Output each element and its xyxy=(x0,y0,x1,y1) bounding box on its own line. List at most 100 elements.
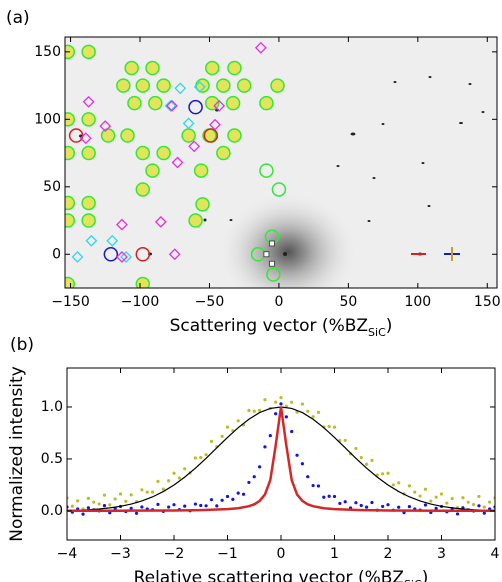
data-point xyxy=(381,472,385,476)
y-axis-label: Normalized intensity xyxy=(7,366,27,542)
peak-marker xyxy=(135,247,151,262)
data-point xyxy=(140,505,144,509)
plot-frame xyxy=(64,36,498,289)
peak-marker xyxy=(188,140,201,153)
peak-marker xyxy=(116,251,128,263)
data-point xyxy=(263,445,267,449)
peak-marker xyxy=(270,78,285,93)
data-point xyxy=(386,503,390,507)
peak-marker xyxy=(145,60,160,76)
x-tick-label: −4 xyxy=(57,546,78,562)
peak-marker xyxy=(81,213,96,228)
data-point xyxy=(343,500,347,504)
data-point xyxy=(215,504,219,508)
peak-marker xyxy=(236,78,252,93)
x-tick-label: −50 xyxy=(195,294,225,310)
x-tick-label: 0 xyxy=(277,546,286,562)
data-point xyxy=(407,505,411,509)
data-point xyxy=(477,494,481,499)
data-point xyxy=(236,419,240,423)
data-point xyxy=(204,504,208,508)
peak-marker xyxy=(145,163,160,178)
data-point xyxy=(193,456,197,460)
peak-marker xyxy=(269,240,275,247)
data-point xyxy=(172,503,176,507)
data-point xyxy=(274,400,278,404)
peak-marker xyxy=(216,145,231,161)
data-point xyxy=(252,475,256,479)
peak-marker xyxy=(135,145,151,161)
peak-marker xyxy=(174,82,187,95)
x-axis-label-part: Relative scattering vector (%BZ xyxy=(134,568,404,582)
x-tick-label: 100 xyxy=(404,294,431,310)
data-point xyxy=(370,500,374,505)
data-point xyxy=(311,415,315,419)
peak-marker xyxy=(188,99,203,115)
data-point xyxy=(429,499,433,503)
peak-marker xyxy=(171,156,184,169)
peak-marker xyxy=(103,247,119,262)
data-point xyxy=(274,412,278,416)
x-tick-label: 4 xyxy=(491,546,500,562)
data-point xyxy=(397,505,401,509)
data-point xyxy=(129,506,133,510)
peak-marker xyxy=(120,251,133,263)
data-point xyxy=(236,491,240,495)
data-point xyxy=(193,502,197,506)
peak-marker xyxy=(182,117,195,130)
data-point xyxy=(284,415,288,419)
peak-marker xyxy=(203,128,219,143)
peak-marker xyxy=(227,128,242,143)
peak-marker xyxy=(65,195,76,211)
data-point xyxy=(306,409,310,413)
data-point xyxy=(418,494,422,498)
peak-marker xyxy=(65,276,76,288)
data-point xyxy=(204,453,208,457)
detector-image xyxy=(65,37,497,288)
y-tick-label: 50 xyxy=(43,179,61,195)
data-point xyxy=(365,505,369,509)
data-point xyxy=(445,501,449,505)
data-point xyxy=(300,402,304,406)
peak-marker xyxy=(168,248,181,261)
data-point xyxy=(102,493,107,497)
peak-marker xyxy=(193,163,209,178)
x-tick-label: 3 xyxy=(437,546,446,562)
x-axis-label-part: ) xyxy=(422,568,429,582)
plot-area xyxy=(67,396,495,516)
plot-frame xyxy=(66,367,496,541)
data-point xyxy=(156,502,160,506)
peak-marker xyxy=(266,267,281,282)
data-point xyxy=(177,476,181,480)
x-tick-label: −150 xyxy=(51,294,89,310)
data-point xyxy=(220,434,224,438)
data-point xyxy=(407,484,411,488)
data-point xyxy=(241,492,246,496)
data-point xyxy=(183,467,187,471)
x-axis-label-part: SiC xyxy=(404,578,422,582)
peak-marker xyxy=(225,95,241,111)
peak-marker xyxy=(68,128,84,143)
data-point xyxy=(316,484,321,488)
data-point xyxy=(209,498,214,502)
x-axis-label-part: Scattering vector (%BZ xyxy=(170,316,368,336)
data-point xyxy=(477,504,481,508)
x-tick-label: 0 xyxy=(274,294,283,310)
data-point xyxy=(263,398,267,402)
x-axis-label: Relative scattering vector (%BZSiC) xyxy=(134,568,429,582)
data-point xyxy=(156,479,160,483)
data-point xyxy=(343,438,347,442)
peak-marker xyxy=(259,95,274,111)
data-point xyxy=(397,481,401,485)
data-point xyxy=(76,499,80,503)
peak-marker xyxy=(164,99,177,112)
data-point xyxy=(225,425,230,429)
x-tick-label: 2 xyxy=(384,546,393,562)
data-point xyxy=(450,497,454,501)
data-point xyxy=(86,506,90,510)
peak-marker xyxy=(81,44,96,60)
data-point xyxy=(258,465,262,469)
x-axis-label-part: ) xyxy=(386,316,393,336)
data-point xyxy=(199,503,203,508)
peak-marker xyxy=(81,112,96,127)
